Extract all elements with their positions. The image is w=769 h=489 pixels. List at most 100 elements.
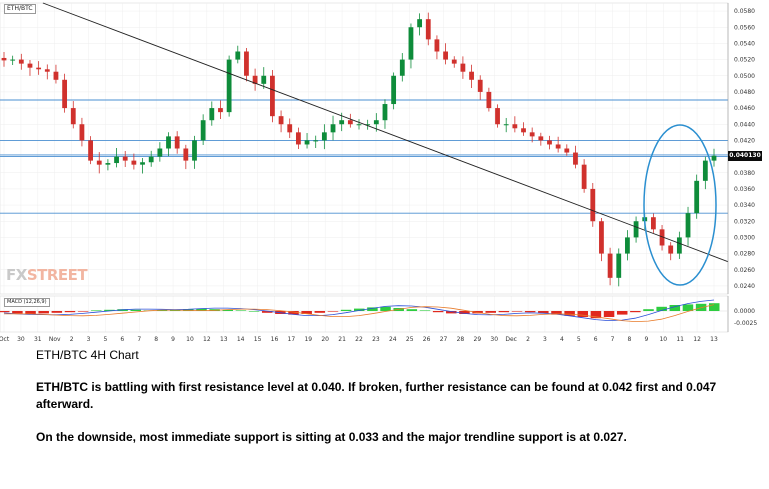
candle-body	[62, 79, 68, 109]
candle-body	[564, 148, 570, 153]
y-tick-label: 0.0420	[734, 137, 755, 144]
y-tick-label: 0.0300	[734, 234, 755, 241]
candle-body	[287, 124, 293, 133]
macd-histogram-bar	[406, 309, 418, 311]
x-tick-label: 8	[628, 336, 632, 343]
chart-caption: ETH/BTC 4H Chart	[36, 348, 139, 362]
macd-histogram-bar	[485, 311, 496, 313]
x-tick-label: Nov	[49, 336, 61, 343]
macd-histogram-bar	[524, 311, 536, 313]
candle-body	[521, 128, 526, 133]
candle-body	[252, 75, 258, 84]
macd-histogram-bar	[288, 311, 299, 315]
candle-body	[122, 156, 128, 161]
candle-body	[36, 67, 42, 70]
x-tick-label: 7	[137, 336, 141, 343]
candle-body	[131, 160, 137, 165]
x-tick-label: 9	[171, 336, 175, 343]
macd-histogram-bar	[367, 307, 378, 311]
candle-body	[676, 237, 682, 254]
last-price-tag: 0.040130	[728, 151, 762, 161]
candle-body	[711, 155, 717, 161]
y-tick-label: 0.0280	[734, 251, 755, 258]
x-tick-label: 15	[254, 336, 262, 343]
candle-body	[633, 221, 639, 238]
macd-histogram-bar	[301, 311, 312, 314]
macd-histogram-bar	[630, 311, 641, 313]
x-tick-label: 17	[288, 336, 296, 343]
macd-histogram-bar	[0, 311, 10, 313]
y-tick-label: 0.0540	[734, 40, 755, 47]
x-tick-label: 16	[271, 336, 279, 343]
highlight-ellipse	[643, 124, 717, 286]
macd-line	[3, 299, 715, 322]
y-tick-label: 0.0500	[734, 73, 755, 80]
macd-histogram-bar	[643, 309, 654, 311]
x-tick-label: 25	[406, 336, 414, 343]
horizontal-levels	[0, 99, 728, 214]
candle-body	[88, 140, 93, 161]
macd-histogram-bar	[156, 310, 168, 311]
x-tick-label: 12	[203, 336, 211, 343]
candle-body	[166, 136, 171, 149]
candle-body	[555, 144, 561, 149]
x-tick-label: 19	[304, 336, 312, 343]
x-tick-label: Dec	[505, 336, 517, 343]
candle-body	[270, 75, 275, 117]
candle-body	[659, 229, 665, 246]
macd-histogram-bar	[419, 310, 431, 311]
candle-body	[650, 217, 656, 230]
candle-body	[408, 27, 414, 60]
macd-panel: 0.0000 -0.0025	[0, 295, 757, 333]
macd-histogram-bar	[380, 306, 391, 311]
macd-histogram-bar	[235, 310, 247, 311]
x-tick-label: 21	[338, 336, 346, 343]
macd-histogram-bar	[130, 309, 141, 311]
candle-body	[1, 57, 7, 61]
macd-histogram-bar	[354, 308, 365, 311]
macd-histogram-bar	[590, 311, 602, 319]
macd-histogram-bar	[327, 311, 339, 312]
candle-body	[486, 91, 492, 109]
macd-histogram-bar	[12, 311, 23, 314]
candle-body	[685, 213, 691, 238]
x-tick-label: 11	[676, 336, 684, 343]
macd-histogram-bar	[603, 311, 615, 317]
y-tick-label: 0.0580	[734, 8, 755, 15]
candle-body	[460, 63, 466, 72]
x-tick-label: Oct	[0, 336, 10, 343]
x-tick-label: 26	[423, 336, 431, 343]
candle-body	[702, 160, 708, 181]
x-tick-label: 23	[372, 336, 380, 343]
candle-body	[365, 124, 371, 126]
x-tick-label: 12	[693, 336, 701, 343]
y-tick-label: 0.0440	[734, 121, 755, 128]
x-tick-label: 6	[120, 336, 124, 343]
x-tick-label: 4	[560, 336, 564, 343]
signal-line	[4, 304, 715, 323]
x-tick-label: 2	[526, 336, 530, 343]
candle-body	[443, 51, 448, 60]
candle-body	[590, 188, 596, 222]
x-tick-label: 8	[154, 336, 158, 343]
y-tick-label: 0.0520	[734, 57, 755, 64]
candle-body	[157, 148, 163, 157]
trendline	[42, 2, 729, 263]
analysis-paragraph-1: ETH/BTC is battling with first resistanc…	[36, 380, 717, 411]
candle-body	[581, 164, 587, 189]
x-tick-label: 27	[440, 336, 448, 343]
candle-body	[434, 39, 440, 52]
symbol-label: ETH/BTC	[4, 4, 36, 14]
y-tick-label: 0.0460	[734, 105, 755, 112]
candle-body	[512, 124, 518, 129]
x-tick-label: 13	[710, 336, 718, 343]
x-tick-label: 7	[611, 336, 615, 343]
macd-histogram-bar	[511, 311, 523, 312]
candle-body	[417, 19, 423, 28]
y-axis: 0.0580 0.0560 0.0540 0.0520 0.0500 0.0480 0.04…	[727, 3, 755, 294]
candle-body	[599, 221, 604, 254]
y-tick-label: 0.0320	[734, 218, 755, 225]
candle-body	[382, 104, 388, 121]
y-tick-label: 0.0380	[734, 170, 755, 177]
macd-histogram-bar	[340, 309, 352, 311]
